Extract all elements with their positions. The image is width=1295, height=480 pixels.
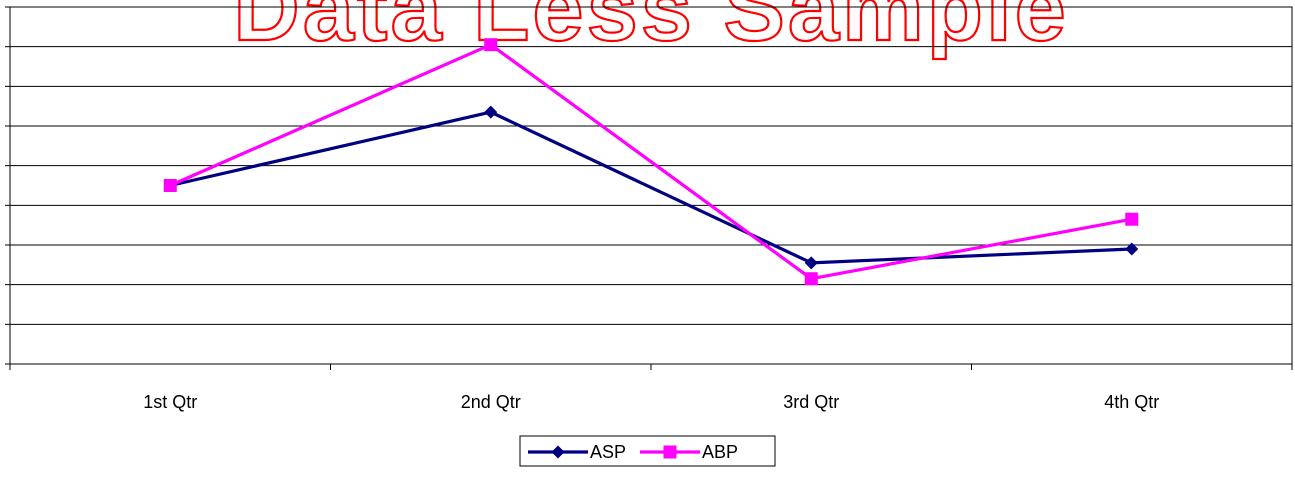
legend-label: ASP (590, 442, 626, 462)
plot-area: 1st Qtr 2nd Qtr 3rd Qtr 4th Qtr (5, 6, 1293, 412)
data-point-diamond (551, 445, 565, 459)
grid-lines (10, 46, 1292, 325)
legend-item-asp: ASP (528, 442, 626, 462)
data-point-square (163, 179, 177, 192)
series-layer (163, 38, 1139, 286)
watermark-text: Data Less Sample (233, 0, 1068, 60)
x-tick-label: 4th Qtr (1104, 392, 1159, 412)
watermark: Data Less Sample (232, 0, 1068, 61)
data-point-square (804, 272, 818, 286)
series-abp (163, 38, 1139, 286)
plot-frame (9, 6, 1293, 365)
legend-item-abp: ABP (640, 442, 738, 462)
data-point-square (1125, 212, 1139, 226)
x-tick-label: 1st Qtr (143, 392, 197, 412)
legend-label: ABP (702, 442, 738, 462)
data-point-diamond (484, 105, 498, 119)
series-line-asp (169, 110, 1132, 265)
y-axis-ticks (5, 6, 10, 365)
x-tick-label: 2nd Qtr (461, 392, 521, 412)
data-point-square (484, 38, 498, 52)
x-tick-label: 3rd Qtr (783, 392, 839, 412)
series-line-abp (169, 43, 1133, 281)
data-point-diamond (804, 256, 818, 270)
legend: ASP ABP (519, 435, 776, 467)
data-point-diamond (1125, 242, 1139, 256)
x-axis: 1st Qtr 2nd Qtr 3rd Qtr 4th Qtr (9, 364, 1293, 412)
data-point-square (663, 445, 677, 459)
